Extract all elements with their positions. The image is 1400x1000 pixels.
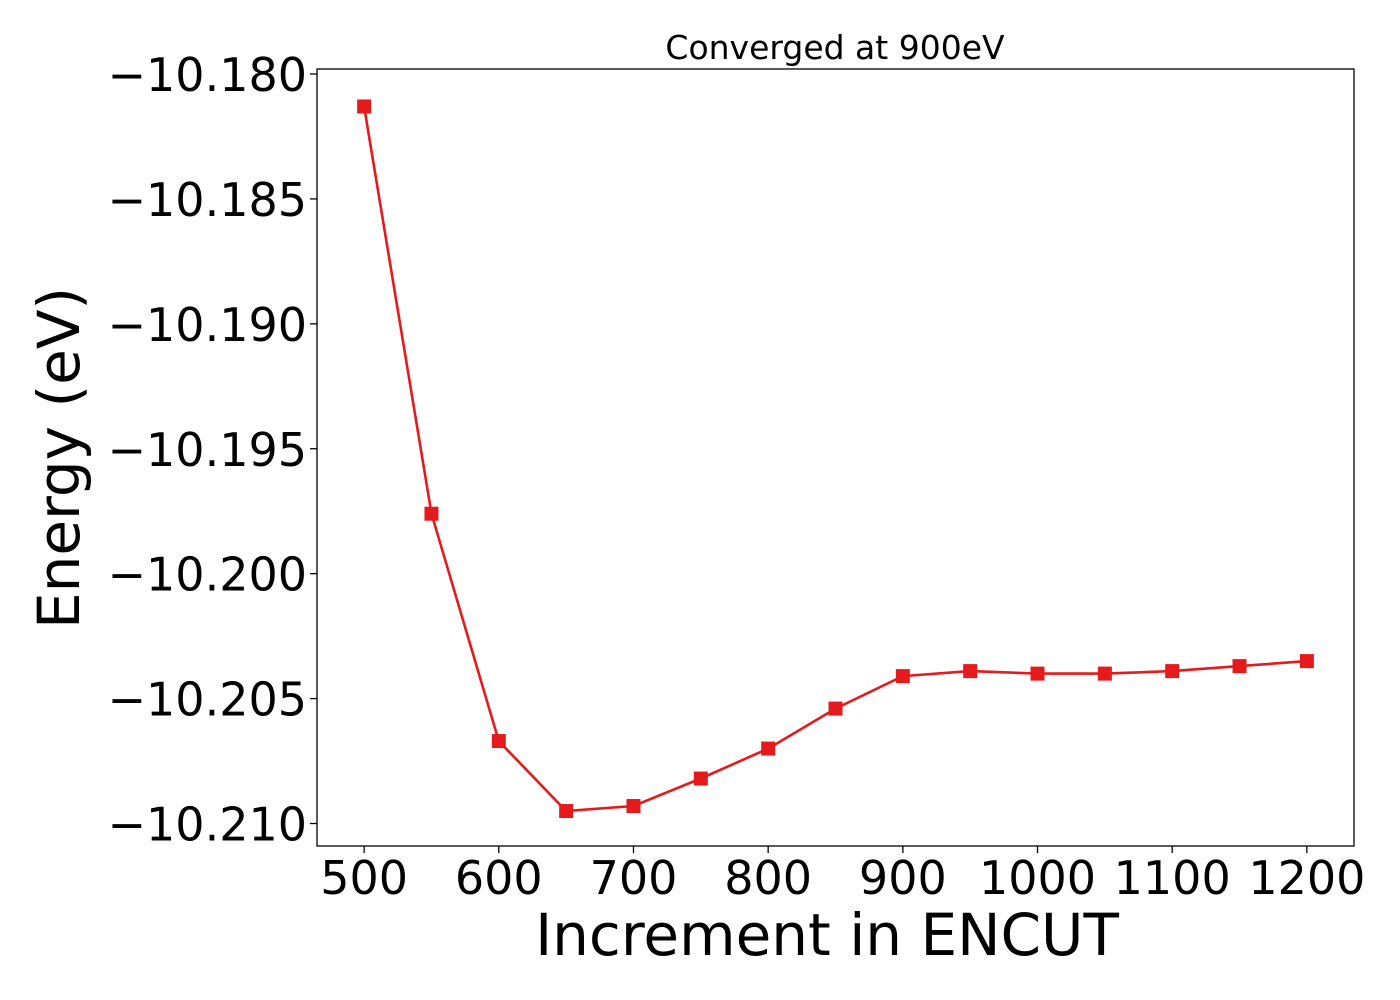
data-point-marker	[693, 771, 708, 786]
data-point-marker	[761, 741, 776, 756]
plot-area-frame	[316, 68, 1355, 847]
y-tick-label: −10.205	[108, 673, 308, 727]
x-tick-label: 500	[320, 851, 408, 905]
x-tick-label: 700	[590, 851, 678, 905]
x-tick-label: 600	[455, 851, 543, 905]
data-point-marker	[963, 664, 978, 679]
data-point-marker	[1299, 654, 1314, 669]
data-point-marker	[1030, 666, 1045, 681]
y-axis-label: Energy (eV)	[25, 287, 93, 629]
x-axis-ticks: 500 600 700 800 900 1000 1100 1200	[320, 846, 1365, 905]
y-axis-ticks: −10.180 −10.185 −10.190 −10.195 −10.200 −10.2…	[108, 48, 317, 852]
data-point-marker	[1165, 664, 1180, 679]
y-tick-label: −10.180	[108, 48, 308, 102]
x-tick-label: 1000	[979, 851, 1096, 905]
y-tick-label: −10.195	[108, 423, 308, 477]
x-tick-label: 1100	[1114, 851, 1231, 905]
data-point-marker	[357, 99, 372, 114]
y-tick-label: −10.210	[108, 798, 308, 852]
data-point-marker	[1232, 659, 1247, 674]
x-tick-label: 1200	[1248, 851, 1365, 905]
chart-title: Converged at 900eV	[665, 28, 1005, 67]
data-point-marker	[626, 799, 641, 814]
y-tick-label: −10.190	[108, 298, 308, 352]
data-point-marker	[491, 734, 506, 749]
y-tick-label: −10.185	[108, 173, 308, 227]
y-tick-label: −10.200	[108, 548, 308, 602]
data-point-marker	[424, 506, 439, 521]
x-tick-label: 900	[859, 851, 947, 905]
data-point-marker	[1097, 666, 1112, 681]
data-point-marker	[895, 669, 910, 684]
series-layer	[357, 99, 1314, 819]
data-point-marker	[559, 804, 574, 819]
x-tick-label: 800	[724, 851, 812, 905]
x-axis-label: Increment in ENCUT	[535, 901, 1119, 969]
data-point-marker	[828, 701, 843, 716]
